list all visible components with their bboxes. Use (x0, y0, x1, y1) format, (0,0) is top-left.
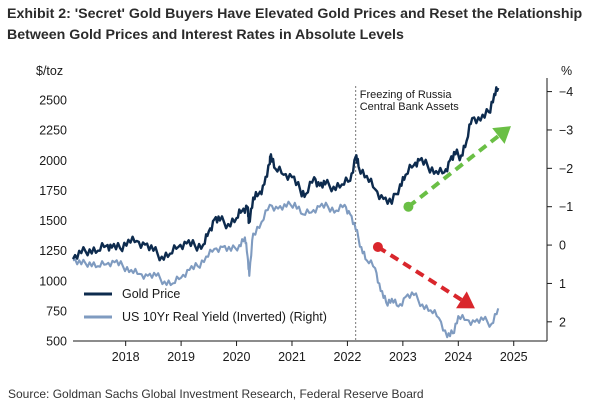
title-line-1: Exhibit 2: 'Secret' Gold Buyers Have Ele… (7, 6, 583, 22)
series-lines (71, 86, 500, 339)
x-tick-label: 2021 (278, 350, 306, 364)
source-note: Source: Goldman Sachs Global Investment … (8, 387, 424, 401)
left-tick-label: 1000 (39, 274, 67, 288)
right-tick-label: −3 (559, 123, 573, 137)
annotation-text-1: Freezing of Russia (360, 89, 453, 101)
x-tick-label: 2024 (444, 350, 472, 364)
right-tick-label: 1 (559, 277, 566, 291)
trend-arrows (372, 126, 511, 309)
right-axis-ticks: 2 1 0 −1 −2 −3 −4 (547, 85, 573, 329)
annotation-text-2: Central Bank Assets (360, 101, 460, 113)
right-tick-label: −4 (559, 85, 573, 99)
left-tick-label: 2250 (39, 124, 67, 138)
chart-title: Exhibit 2: 'Secret' Gold Buyers Have Ele… (7, 4, 592, 46)
x-tick-label: 2018 (112, 350, 140, 364)
x-tick-label: 2023 (389, 350, 417, 364)
legend: Gold Price US 10Yr Real Yield (Inverted) … (84, 287, 327, 324)
x-tick-label: 2022 (334, 350, 362, 364)
red-arrow-shaft (376, 245, 463, 302)
left-tick-label: 2500 (39, 94, 67, 108)
green-arrow-shaft (407, 134, 500, 209)
right-tick-label: 2 (559, 315, 566, 329)
red-arrow-head (456, 291, 475, 309)
left-tick-label: 500 (46, 335, 67, 349)
left-axis-ticks: 500 750 1000 1250 1500 1750 2000 2250 2500 (39, 94, 67, 349)
x-tick-label: 2019 (167, 350, 195, 364)
left-tick-label: 1250 (39, 244, 67, 258)
title-line-2: Between Gold Prices and Interest Rates i… (7, 27, 404, 43)
right-tick-label: −2 (559, 162, 573, 176)
green-arrow-head (492, 126, 511, 144)
right-axis-unit: % (561, 64, 572, 78)
x-tick-label: 2025 (500, 350, 528, 364)
left-tick-label: 1750 (39, 184, 67, 198)
left-tick-label: 1500 (39, 214, 67, 228)
plot-frame (73, 78, 548, 342)
left-tick-label: 750 (46, 304, 67, 318)
right-tick-label: −1 (559, 200, 573, 214)
legend-label: US 10Yr Real Yield (Inverted) (Right) (122, 310, 327, 324)
x-axis-ticks: 2018 2019 2020 2021 2022 2023 2024 2025 (112, 341, 528, 364)
right-tick-label: 0 (559, 239, 566, 253)
left-axis-unit: $/toz (36, 64, 63, 78)
legend-label: Gold Price (122, 287, 180, 301)
x-tick-label: 2020 (223, 350, 251, 364)
series-line-gold-price (71, 86, 500, 262)
left-tick-label: 2000 (39, 154, 67, 168)
series-line-real-yield (72, 200, 500, 339)
